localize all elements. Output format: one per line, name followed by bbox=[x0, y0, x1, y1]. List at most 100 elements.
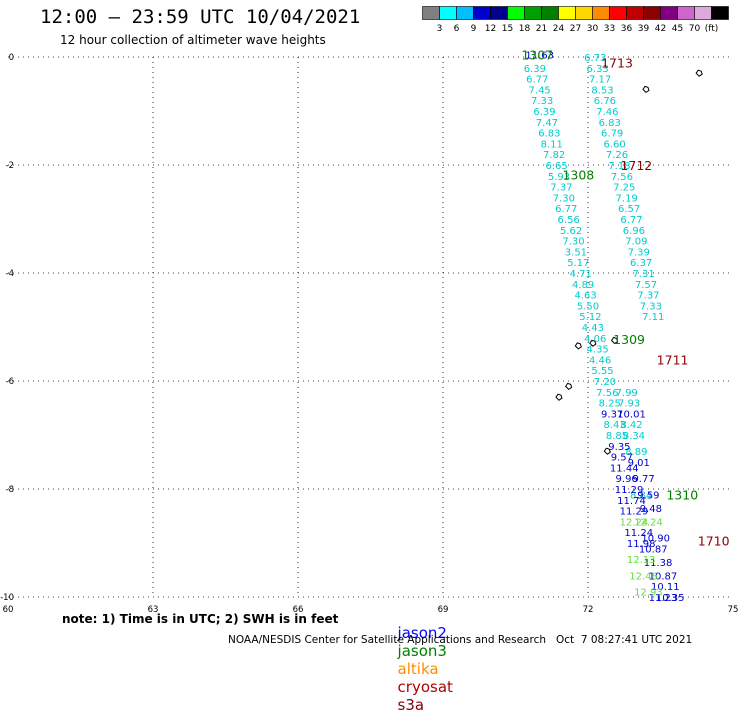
wave-height-value: 3.51 bbox=[565, 247, 587, 258]
wave-height-value: 8.85 bbox=[606, 431, 628, 442]
wave-height-value: 7.93 bbox=[618, 399, 640, 410]
x-tick-label: 63 bbox=[148, 605, 159, 615]
wave-height-value: 7.18 bbox=[608, 161, 630, 172]
x-tick-label: 60 bbox=[3, 605, 14, 615]
wave-height-value: 6.65 bbox=[545, 161, 567, 172]
colorbar-label: 30 bbox=[587, 24, 599, 34]
wave-height-value: 6.76 bbox=[594, 96, 616, 107]
wave-height-value: 11.23 bbox=[649, 593, 678, 604]
colorbar-swatch bbox=[711, 6, 729, 20]
wave-height-value: 11.24 bbox=[624, 528, 653, 539]
wave-height-value: 7.56 bbox=[596, 388, 618, 399]
wave-height-value: 4.89 bbox=[572, 280, 594, 291]
wave-height-value: 12.24 bbox=[634, 517, 663, 528]
wave-height-value: 5.17 bbox=[567, 258, 589, 269]
chart-title: 12:00 – 23:59 UTC 10/04/2021 bbox=[40, 6, 361, 28]
wave-height-value: 10.87 bbox=[639, 544, 668, 555]
wave-height-value: 11.29 bbox=[620, 507, 649, 518]
wave-height-value: 9.48 bbox=[640, 504, 662, 515]
wave-height-value: 7.82 bbox=[543, 150, 565, 161]
wave-height-value: 7.57 bbox=[635, 280, 657, 291]
coastline-fragment bbox=[565, 382, 573, 391]
color-scale-bar: 3 6 9 12 15 18 21 24 27 30 33 36 39 42 45 70 (ft) bbox=[422, 6, 729, 34]
wave-height-value: 6.39 bbox=[524, 64, 546, 75]
legend-jason2: jason2 bbox=[397, 624, 447, 642]
wave-height-value: 6.77 bbox=[555, 204, 577, 215]
wave-height-value: 11.98 bbox=[627, 539, 656, 550]
wave-height-value: 4.46 bbox=[589, 355, 611, 366]
wave-height-value: 8.84 bbox=[630, 490, 652, 501]
coastline-fragment bbox=[555, 393, 563, 401]
wave-height-value: 7.31 bbox=[632, 269, 654, 280]
wave-height-value: 6.83 bbox=[599, 118, 621, 129]
wave-height-value: 7.46 bbox=[596, 107, 618, 118]
y-tick-label: -2 bbox=[6, 161, 14, 171]
colorbar-label: 33 bbox=[604, 24, 615, 34]
wave-height-value: 10.01 bbox=[617, 409, 646, 420]
colorbar-label: 12 bbox=[485, 24, 496, 34]
wave-height-value: 11.29 bbox=[615, 485, 644, 496]
pass-time-label: 1310 bbox=[666, 487, 698, 502]
wave-height-value: 8.89 bbox=[625, 447, 647, 458]
colorbar-label: (ft) bbox=[705, 24, 719, 34]
legend-altika: altika bbox=[397, 660, 439, 678]
wave-height-value: 7.17 bbox=[589, 75, 611, 86]
wave-height-value: 11.38 bbox=[644, 558, 673, 569]
wave-height-value: 9.57 bbox=[611, 453, 633, 464]
wave-height-value: 7.99 bbox=[616, 388, 638, 399]
colorbar-label: 3 bbox=[437, 24, 443, 34]
wave-height-value: 6.57 bbox=[618, 204, 640, 215]
wave-height-value: 4.43 bbox=[582, 323, 604, 334]
wave-height-value: 4.63 bbox=[574, 291, 596, 302]
wave-height-value: 7.33 bbox=[640, 301, 662, 312]
colorbar-label: 42 bbox=[655, 24, 666, 34]
wave-height-value: 9.37 bbox=[601, 409, 623, 420]
wave-height-value: 6.96 bbox=[623, 226, 645, 237]
x-tick-label: 75 bbox=[728, 605, 739, 615]
chart-subtitle: 12 hour collection of altimeter wave hei… bbox=[60, 33, 326, 47]
x-tick-label: 66 bbox=[293, 605, 304, 615]
wave-height-value: 7.33 bbox=[531, 96, 553, 107]
wave-height-value: 4.06 bbox=[584, 334, 606, 345]
wave-height-value: 9.01 bbox=[628, 458, 650, 469]
wave-height-value: 7.26 bbox=[606, 150, 628, 161]
pass-time-label: 1710 bbox=[698, 533, 730, 548]
x-tick-label: 69 bbox=[438, 605, 449, 615]
wave-height-value: 4.71 bbox=[570, 269, 592, 280]
wave-height-value: 5.50 bbox=[577, 301, 599, 312]
colorbar-label: 21 bbox=[536, 24, 547, 34]
colorbar-label: 24 bbox=[553, 24, 565, 34]
y-tick-label: -8 bbox=[6, 485, 14, 495]
pass-time-label: 1307 bbox=[521, 47, 553, 62]
wave-height-value: 7.20 bbox=[594, 377, 616, 388]
wave-height-value: 6.60 bbox=[603, 139, 625, 150]
wave-height-value: 12.93 bbox=[634, 588, 663, 599]
credit-line: NOAA/NESDIS Center for Satellite Applica… bbox=[228, 634, 693, 646]
wave-height-value: 6.39 bbox=[533, 107, 555, 118]
wave-height-value: 7.19 bbox=[616, 193, 638, 204]
y-tick-label: -6 bbox=[6, 377, 14, 387]
wave-height-value: 6.77 bbox=[620, 215, 642, 226]
legend-cryosat: cryosat bbox=[397, 678, 453, 696]
coastline-fragment bbox=[610, 336, 619, 345]
colorbar-label: 45 bbox=[672, 24, 683, 34]
wave-height-value: 12.24 bbox=[620, 517, 649, 528]
colorbar-label: 9 bbox=[471, 24, 477, 34]
wave-height-value: 6.83 bbox=[538, 129, 560, 140]
colorbar-label: 18 bbox=[519, 24, 531, 34]
wave-height-value: 10.11 bbox=[651, 582, 680, 593]
coastline-fragment bbox=[695, 69, 703, 77]
wave-height-value: 7.30 bbox=[553, 193, 575, 204]
wave-height-value: 9.35 bbox=[608, 442, 630, 453]
y-tick-label: -10 bbox=[0, 593, 14, 603]
plot-note: note: 1) Time is in UTC; 2) SWH is in fe… bbox=[62, 612, 339, 626]
wave-height-value: 8.43 bbox=[603, 420, 625, 431]
wave-height-value: 9.96 bbox=[616, 474, 638, 485]
wave-height-value: 7.47 bbox=[536, 118, 558, 129]
colorbar-label: 70 bbox=[689, 24, 701, 34]
colorbar-label: 6 bbox=[454, 24, 460, 34]
wave-height-plot: 60 63 66 69 72 750-2-4-6-8-106.396.777.457.33… bbox=[0, 47, 739, 615]
wave-height-value: 5.93 bbox=[548, 172, 570, 183]
wave-height-value: 6.77 bbox=[526, 75, 548, 86]
wave-height-value: 9.77 bbox=[632, 474, 654, 485]
